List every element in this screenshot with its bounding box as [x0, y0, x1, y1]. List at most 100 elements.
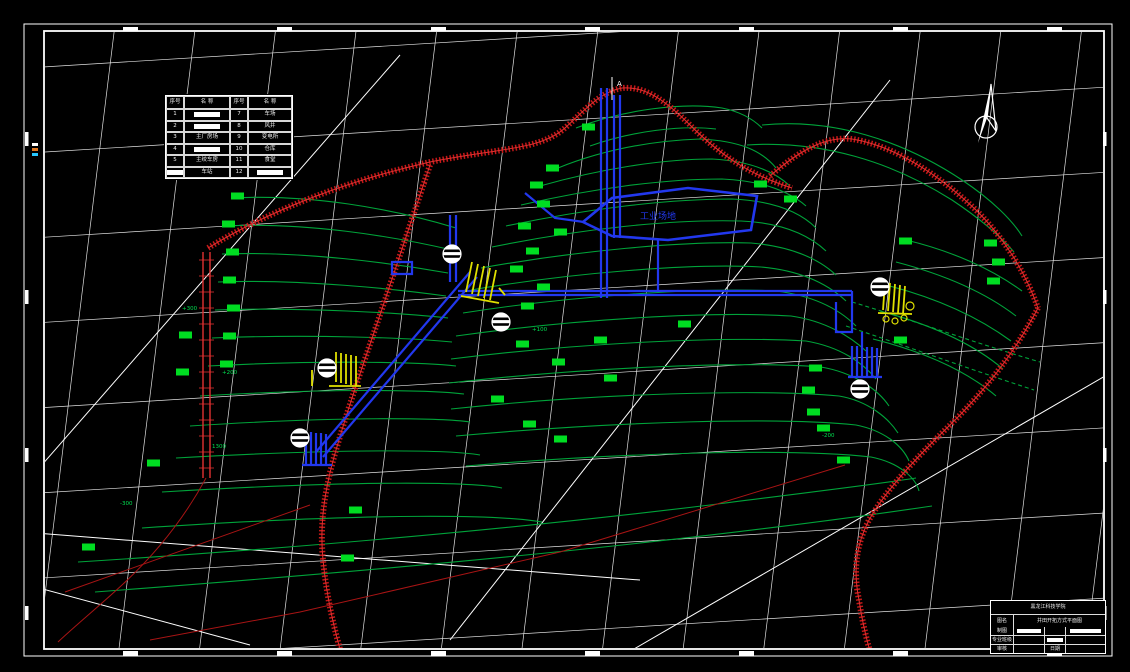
shaft-outline — [442, 244, 462, 264]
shaft-symbol — [290, 428, 310, 448]
grid-line-vertical — [45, 32, 165, 648]
legend-table: 序号名 称序号名 称 1 7 车场 2 8 风井 3 主厂房场 9 变电所 4 10 仓库 5 主绞车房 11… — [165, 95, 293, 179]
contour-line — [480, 242, 837, 276]
grid-line-vertical — [0, 0, 5, 672]
grid-line-horizontal — [45, 32, 1103, 91]
legend-cell: 主厂房场 — [184, 132, 230, 144]
contour-line — [448, 364, 890, 407]
legend-row: 2 8 风井 — [166, 120, 292, 132]
borehole-marker — [231, 192, 244, 200]
shaft-symbol — [870, 277, 890, 297]
frame-fold-mark — [431, 651, 446, 656]
shaft-stripe — [871, 288, 889, 291]
borehole-marker — [82, 543, 95, 551]
grid-line-vertical — [476, 32, 641, 648]
grid-line-vertical — [238, 32, 403, 648]
title-block-cell: 专业班级 — [991, 636, 1012, 643]
red-band-centerline — [207, 87, 793, 249]
borehole-marker — [521, 302, 534, 310]
contour-line-dashed — [845, 325, 1035, 391]
grid-line-horizontal — [45, 490, 1103, 600]
legend-cell — [248, 166, 292, 178]
grid-line-vertical — [79, 32, 244, 648]
borehole-marker — [992, 258, 1005, 266]
contour-line — [161, 482, 503, 493]
contour-line — [214, 308, 449, 319]
legend-cell: 12 — [230, 166, 248, 178]
contour-line — [505, 198, 817, 229]
contour-elevation-label: -300 — [120, 501, 133, 507]
contour-line — [539, 158, 791, 187]
industrial-site-label: 工业场地 — [640, 210, 676, 222]
contour-line — [175, 450, 481, 459]
drawing-title-label: 图名 — [996, 617, 1007, 624]
title-block-cell — [1013, 636, 1044, 644]
red-thin-boundary — [149, 464, 846, 641]
contour-line-dashed — [851, 301, 1041, 363]
red-thin-boundary — [64, 504, 311, 593]
grid-line-horizontal — [45, 320, 1103, 430]
borehole-marker — [582, 123, 595, 131]
grid-line-vertical — [1112, 0, 1130, 672]
borehole-marker — [807, 408, 820, 416]
contour-lines — [77, 105, 1041, 593]
section-line — [45, 589, 251, 646]
shaft-outline — [290, 428, 310, 448]
legend-cell: 1 — [166, 109, 184, 121]
borehole-marker — [179, 331, 192, 339]
borehole-marker — [784, 195, 797, 203]
title-block-cell — [1044, 636, 1065, 644]
frame-fold-mark — [1103, 290, 1107, 304]
legend-cell: 风井 — [248, 120, 292, 132]
borehole-marker — [223, 276, 236, 284]
legend-cell: 5 — [166, 155, 184, 167]
frame-outer — [23, 23, 1113, 657]
borehole-marker — [546, 164, 559, 172]
facility-circle — [905, 301, 915, 311]
borehole-marker — [817, 424, 830, 432]
contour-line — [761, 123, 1023, 237]
facility-stroke — [498, 287, 506, 296]
frame-fold-mark — [25, 132, 29, 146]
grid-line-vertical — [794, 32, 959, 648]
frame-fold-mark — [25, 290, 29, 304]
borehole-marker — [894, 336, 907, 344]
borehole-marker — [837, 456, 850, 464]
shaft-outline — [491, 312, 511, 332]
frame-fold-mark — [585, 27, 600, 31]
title-block-cell — [1044, 627, 1065, 635]
borehole-marker — [754, 180, 767, 188]
legend-cell — [184, 143, 230, 155]
grid-line-horizontal — [45, 575, 1103, 648]
contour-line — [455, 420, 910, 462]
title-block-cell — [1013, 627, 1044, 635]
shaft-stripe — [291, 439, 309, 442]
title-block-cell: 审核 — [996, 645, 1007, 652]
frame-fold-mark — [123, 27, 138, 31]
contour-line — [872, 338, 997, 397]
shaft-stripe — [871, 282, 889, 286]
frame-fold-mark — [1103, 132, 1107, 146]
legend-cell: 主绞车房 — [184, 155, 230, 167]
contour-line — [77, 477, 917, 563]
facility-stroke — [483, 267, 491, 299]
mine-workings — [302, 88, 882, 467]
contour-elevation-label: +100 — [532, 327, 548, 333]
facility-stroke — [887, 282, 891, 312]
shaft-symbol — [491, 312, 511, 332]
shaft-outline — [317, 358, 337, 378]
legend-cell: 变电所 — [248, 132, 292, 144]
contour-line — [141, 515, 543, 529]
legend-header-row: 序号名 称序号名 称 — [166, 96, 292, 109]
section-marker-label: A — [617, 80, 622, 88]
borehole-marker — [491, 395, 504, 403]
facility-circle — [882, 315, 890, 323]
frame-fold-mark — [25, 606, 29, 620]
contour-line — [465, 451, 920, 492]
borehole-marker — [537, 200, 550, 208]
contour-line — [231, 196, 457, 229]
contour-line — [217, 280, 447, 297]
north-arrow — [974, 83, 998, 143]
